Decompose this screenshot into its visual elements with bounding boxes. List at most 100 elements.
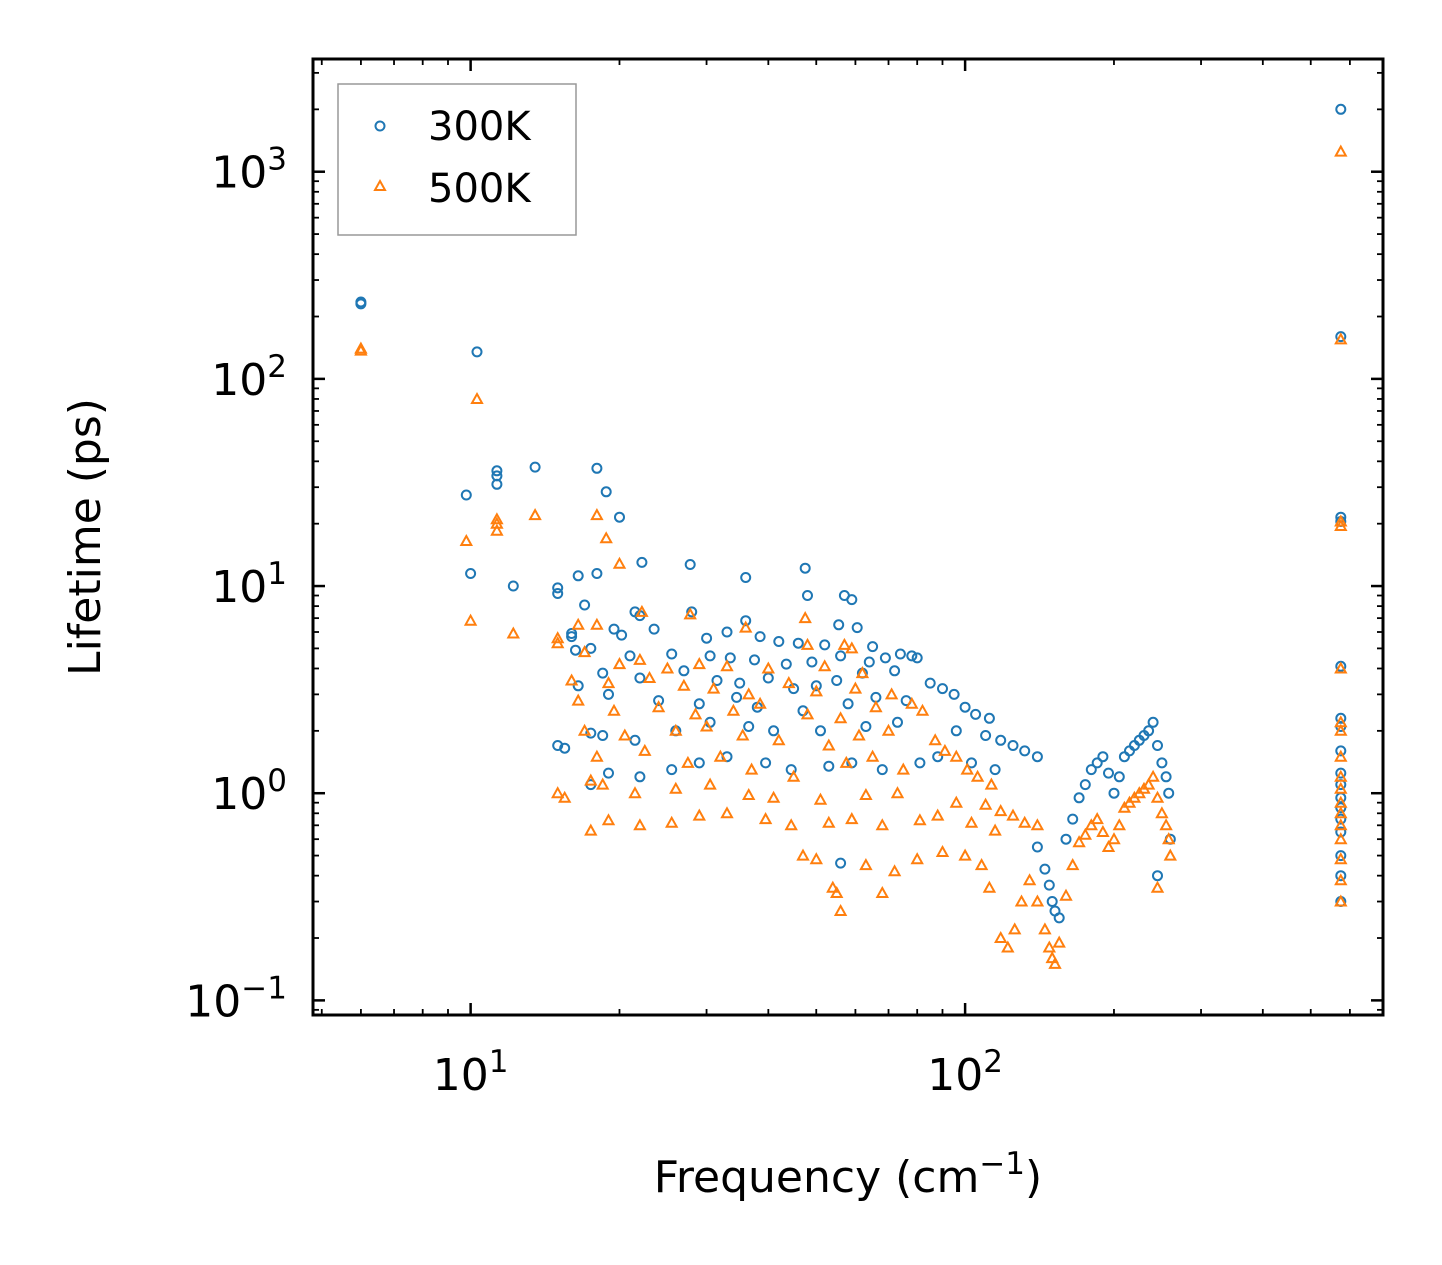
data-point [966, 757, 977, 769]
data-point [995, 734, 1007, 746]
y-tick-label-exp: 1 [267, 556, 287, 592]
data-point [896, 762, 910, 775]
data-point [629, 734, 641, 746]
data-point [1152, 740, 1163, 751]
data-point [1008, 922, 1022, 935]
data-point [601, 676, 616, 689]
data-point [974, 858, 989, 871]
data-point [491, 478, 503, 490]
data-point [762, 672, 774, 684]
data-point [1335, 103, 1347, 115]
data-point [607, 703, 621, 716]
data-point [818, 659, 832, 672]
data-point [597, 730, 609, 741]
legend-label-300k: 300K [428, 104, 532, 150]
data-point [994, 930, 1008, 943]
data-point [1162, 832, 1176, 845]
data-point [1101, 839, 1116, 852]
data-point [677, 678, 691, 691]
data-point [552, 740, 564, 751]
x-tick-label-exp: 2 [983, 1044, 1003, 1080]
data-point [633, 652, 647, 665]
data-point [1334, 144, 1348, 157]
data-point [799, 562, 811, 574]
data-point [564, 673, 579, 686]
data-point [666, 648, 678, 660]
data-point [1084, 818, 1098, 831]
data-point [802, 590, 813, 601]
data-point [528, 508, 542, 521]
data-point [798, 611, 812, 624]
data-point [1019, 745, 1031, 757]
y-tick-label-base: 10 [211, 562, 267, 613]
data-point [1163, 848, 1177, 861]
data-point [1335, 870, 1347, 882]
data-point [809, 684, 823, 697]
data-point [890, 786, 905, 799]
data-point [760, 757, 772, 769]
data-point [892, 716, 903, 728]
data-point [859, 858, 873, 871]
x-tick-label-exp: 1 [489, 1044, 509, 1080]
data-point [913, 813, 927, 826]
data-point [577, 645, 592, 658]
y-axis-label: Lifetime (ps) [60, 398, 111, 676]
data-point [906, 650, 918, 662]
data-point [879, 652, 891, 664]
data-point [835, 650, 847, 662]
data-point [1022, 873, 1037, 886]
data-point [597, 667, 609, 679]
data-point [734, 677, 746, 689]
data-point [470, 391, 484, 404]
data-point [590, 508, 604, 521]
data-point [579, 599, 591, 611]
data-point [924, 677, 936, 689]
data-point [591, 462, 603, 474]
legend: 300K 500K [337, 83, 577, 236]
data-point [634, 771, 646, 783]
data-point [706, 681, 721, 694]
data-point [1066, 858, 1080, 871]
data-point [833, 711, 848, 724]
data-point [1334, 769, 1348, 782]
data-point [693, 698, 705, 710]
data-point [884, 687, 899, 700]
data-point [970, 708, 982, 720]
data-point [1043, 879, 1055, 891]
data-point [678, 665, 690, 677]
data-point [1085, 764, 1097, 776]
data-point [558, 790, 572, 803]
data-point [1143, 725, 1155, 737]
data-point [1030, 894, 1045, 907]
data-point [766, 790, 781, 803]
data-point [636, 556, 648, 568]
data-point [572, 680, 584, 692]
data-point [1067, 813, 1079, 825]
data-point [846, 594, 858, 606]
data-point [1073, 792, 1085, 804]
data-point [865, 749, 880, 762]
data-point [826, 880, 840, 893]
data-point [905, 696, 919, 709]
data-point [726, 703, 741, 716]
data-point [1334, 873, 1348, 886]
data-point [839, 755, 853, 768]
data-point [984, 777, 999, 790]
data-point [742, 787, 756, 800]
data-point [915, 703, 930, 716]
data-point [743, 721, 755, 732]
data-point [608, 623, 620, 635]
y-tick-label-exp: 2 [267, 349, 287, 385]
data-point [681, 755, 695, 768]
y-tick-label-base: 10 [185, 976, 241, 1027]
data-point [603, 688, 614, 700]
data-point [1014, 894, 1029, 907]
data-point [688, 707, 703, 720]
y-tick-label-exp: 3 [267, 142, 287, 178]
data-point [1059, 888, 1073, 901]
data-point [796, 848, 810, 861]
data-point [938, 743, 952, 756]
data-point [577, 723, 592, 736]
data-point [669, 781, 683, 794]
data-point [983, 712, 995, 724]
